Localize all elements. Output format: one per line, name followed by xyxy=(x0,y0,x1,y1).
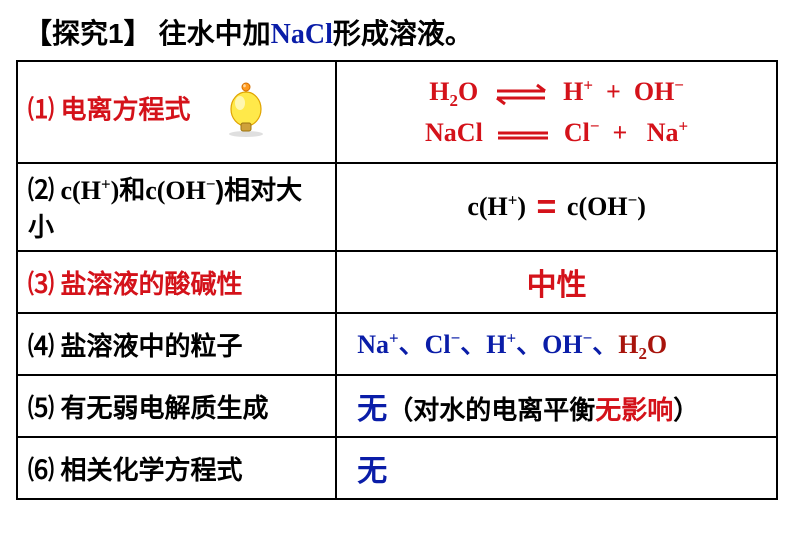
particle: H2O xyxy=(618,330,667,359)
sep: 、 xyxy=(516,330,542,359)
row-label: 电离方程式 xyxy=(61,94,191,124)
row-num: ⑴ xyxy=(28,94,54,124)
row-label: 相关化学方程式 xyxy=(61,455,243,485)
row-value: ） xyxy=(673,395,699,425)
table-row: ⑹ 相关化学方程式 无 xyxy=(17,437,777,499)
title-bracket: 】 xyxy=(124,19,152,50)
eq-species: H2O xyxy=(429,77,478,106)
content-table: ⑴ 电离方程式 H2O xyxy=(16,60,778,500)
table-row: ⑶ 盐溶液的酸碱性 中性 xyxy=(17,251,777,313)
table-row: ⑴ 电离方程式 H2O xyxy=(17,61,777,163)
row-num: ⑸ xyxy=(28,393,54,423)
sep: 、 xyxy=(460,330,486,359)
page-title: 【探究1】 往水中加NaCl形成溶液。 xyxy=(16,12,778,52)
row-value: 无影响 xyxy=(595,395,673,425)
particle: Na+ xyxy=(357,330,398,359)
equilibrium-arrow-icon xyxy=(491,82,551,106)
row-num: ⑵ xyxy=(28,175,54,205)
particle: Cl− xyxy=(425,330,461,359)
row-label: 盐溶液的酸碱性 xyxy=(61,269,243,299)
row-label: c(H+)和c(OH−)相对大小 xyxy=(28,176,302,242)
particle: OH− xyxy=(542,330,592,359)
conc-expr: c(H+) xyxy=(467,192,526,221)
equation-line: NaCl Cl− + Na+ xyxy=(347,113,766,152)
table-row: ⑸ 有无弱电解质生成 无（对水的电离平衡无影响） xyxy=(17,375,777,437)
table-row: ⑷ 盐溶液中的粒子 Na+、Cl−、H+、OH−、H2O xyxy=(17,313,777,375)
row-num: ⑹ xyxy=(28,455,54,485)
eq-species: H+ + OH− xyxy=(563,77,684,106)
title-label: 探究1 xyxy=(52,18,124,49)
row-value: （对水的电离平衡 xyxy=(387,395,595,425)
row-value: 无 xyxy=(357,393,387,426)
equation-line: H2O H+ + OH− xyxy=(347,72,766,114)
lightbulb-icon xyxy=(223,81,269,144)
row-label: 有无弱电解质生成 xyxy=(61,393,269,423)
equals-sign: = xyxy=(533,188,561,226)
row-value: 无 xyxy=(357,455,387,488)
row-label: 盐溶液中的粒子 xyxy=(61,331,243,361)
conc-expr: c(OH−) xyxy=(567,192,646,221)
title-text: 往水中加 xyxy=(152,19,271,50)
reaction-line-icon xyxy=(495,128,551,142)
table-row: ⑵ c(H+)和c(OH−)相对大小 c(H+) = c(OH−) xyxy=(17,163,777,251)
eq-species: NaCl xyxy=(425,118,483,147)
sep: 、 xyxy=(592,330,618,359)
particle: H+ xyxy=(486,330,516,359)
row-num: ⑶ xyxy=(28,269,54,299)
eq-species: Cl− + Na+ xyxy=(564,118,688,147)
title-bracket: 【 xyxy=(24,19,52,50)
title-text: 形成溶液。 xyxy=(333,19,473,50)
sep: 、 xyxy=(399,330,425,359)
row-num: ⑷ xyxy=(28,331,54,361)
title-nacl: NaCl xyxy=(271,19,333,50)
row-value: 中性 xyxy=(527,269,587,302)
